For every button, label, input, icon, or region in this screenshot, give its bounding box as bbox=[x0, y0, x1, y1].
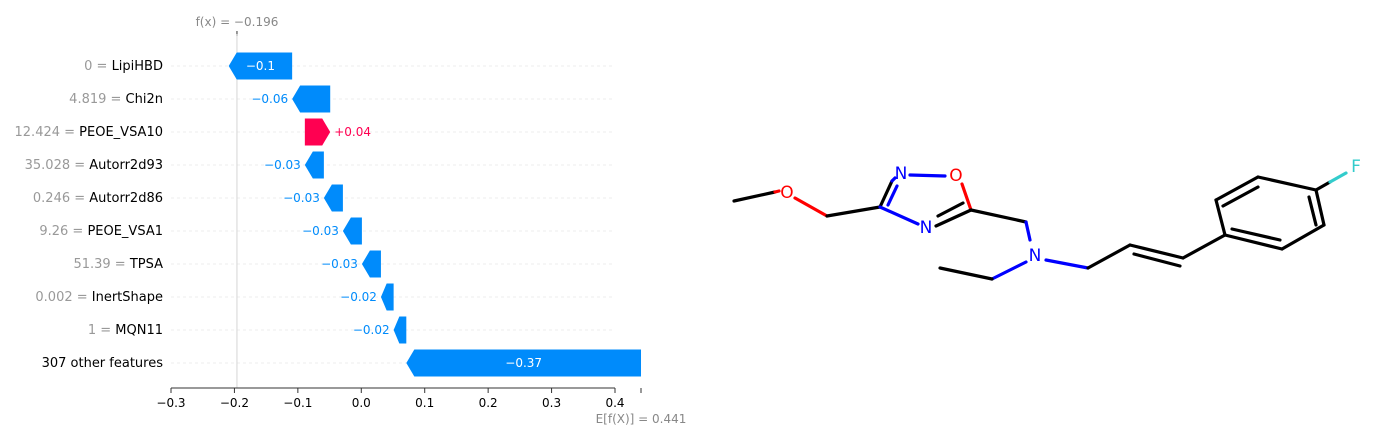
feature-label: 1 = MQN11 bbox=[88, 323, 163, 338]
x-tick-label: −0.1 bbox=[283, 396, 312, 410]
x-tick-label: 0.0 bbox=[352, 396, 371, 410]
contribution-bars: −0.1 −0.06 +0.04 −0.03 −0.03 −0.03 −0.03 −0.02 −… bbox=[228, 52, 642, 377]
feature-name: InertShape bbox=[92, 290, 163, 305]
atom-label-nitrogen-ring: N bbox=[920, 218, 933, 238]
fx-label: f(x) = −0.196 bbox=[196, 15, 279, 29]
contribution-bar bbox=[393, 316, 407, 344]
feature-value: 0.246 = bbox=[33, 191, 89, 206]
contribution-label: −0.06 bbox=[251, 92, 288, 106]
contribution-label: −0.1 bbox=[246, 59, 275, 73]
contribution-label: −0.03 bbox=[302, 224, 339, 238]
feature-label: 9.26 = PEOE_VSA1 bbox=[39, 224, 163, 239]
x-tick-label: −0.3 bbox=[156, 396, 185, 410]
feature-name: PEOE_VSA1 bbox=[87, 224, 163, 239]
contribution-bar bbox=[304, 118, 331, 146]
atom-label-oxygen-ring: O bbox=[949, 166, 962, 186]
feature-label: 0.246 = Autorr2d86 bbox=[33, 191, 163, 206]
contribution-label: −0.03 bbox=[283, 191, 320, 205]
feature-value: 4.819 = bbox=[69, 92, 125, 107]
contribution-bar bbox=[304, 151, 324, 179]
contribution-bar bbox=[228, 52, 293, 80]
feature-labels: 0 = LipiHBD 4.819 = Chi2n 12.424 = PEOE_VS… bbox=[15, 59, 164, 371]
atom-label-fluorine: F bbox=[1351, 157, 1361, 177]
contribution-bar bbox=[323, 184, 343, 212]
feature-value: 1 = bbox=[88, 323, 115, 338]
atom-label-oxygen: O bbox=[780, 183, 793, 203]
feature-label: 307 other features bbox=[42, 356, 164, 371]
feature-name: MQN11 bbox=[115, 323, 163, 338]
x-tick-label: 0.3 bbox=[542, 396, 561, 410]
expected-value-label: E[f(X)] = 0.441 bbox=[596, 412, 687, 426]
feature-value: 35.028 = bbox=[25, 158, 90, 173]
feature-value: 0.002 = bbox=[35, 290, 91, 305]
feature-label: 0 = LipiHBD bbox=[84, 59, 163, 74]
feature-name: PEOE_VSA10 bbox=[79, 125, 163, 140]
contribution-label: −0.03 bbox=[321, 257, 358, 271]
x-axis: −0.3 −0.2 −0.1 0.0 0.1 0.2 0.3 0.4 bbox=[156, 387, 642, 410]
x-tick-label: 0.4 bbox=[605, 396, 624, 410]
feature-value: 9.26 = bbox=[39, 224, 87, 239]
feature-label: 0.002 = InertShape bbox=[35, 290, 163, 305]
contribution-label: −0.02 bbox=[353, 323, 390, 337]
atom-label-amine-nitrogen: N bbox=[1029, 246, 1042, 266]
contribution-bar bbox=[361, 250, 381, 278]
x-tick-label: −0.2 bbox=[220, 396, 249, 410]
contribution-label: −0.37 bbox=[505, 356, 542, 370]
x-tick-label: 0.1 bbox=[415, 396, 434, 410]
contribution-label: −0.02 bbox=[340, 290, 377, 304]
contribution-bar bbox=[292, 85, 331, 113]
feature-name: LipiHBD bbox=[112, 59, 163, 74]
feature-name: Chi2n bbox=[126, 92, 163, 107]
x-tick-label: 0.2 bbox=[479, 396, 498, 410]
feature-name: TPSA bbox=[129, 257, 163, 272]
contribution-bar bbox=[406, 349, 642, 377]
contribution-bar bbox=[380, 283, 394, 311]
contribution-label: +0.04 bbox=[334, 125, 371, 139]
feature-value: 0 = bbox=[84, 59, 111, 74]
feature-value: 51.39 = bbox=[73, 257, 129, 272]
contribution-bar bbox=[342, 217, 362, 245]
feature-name: Autorr2d86 bbox=[89, 191, 163, 206]
row-gridlines bbox=[171, 31, 615, 364]
contribution-label: −0.03 bbox=[264, 158, 301, 172]
feature-label: 12.424 = PEOE_VSA10 bbox=[15, 125, 163, 140]
feature-label: 35.028 = Autorr2d93 bbox=[25, 158, 163, 173]
feature-name: Autorr2d93 bbox=[89, 158, 163, 173]
atom-label-nitrogen: N bbox=[895, 164, 908, 184]
feature-name: 307 other features bbox=[42, 356, 164, 371]
feature-label: 4.819 = Chi2n bbox=[69, 92, 163, 107]
shap-waterfall-chart: −0.1 −0.06 +0.04 −0.03 −0.03 −0.03 −0.03 −0.02 −… bbox=[15, 15, 687, 426]
molecule-structure: O N O N N F bbox=[732, 157, 1361, 281]
feature-label: 51.39 = TPSA bbox=[73, 257, 163, 272]
feature-value: 12.424 = bbox=[15, 125, 80, 140]
